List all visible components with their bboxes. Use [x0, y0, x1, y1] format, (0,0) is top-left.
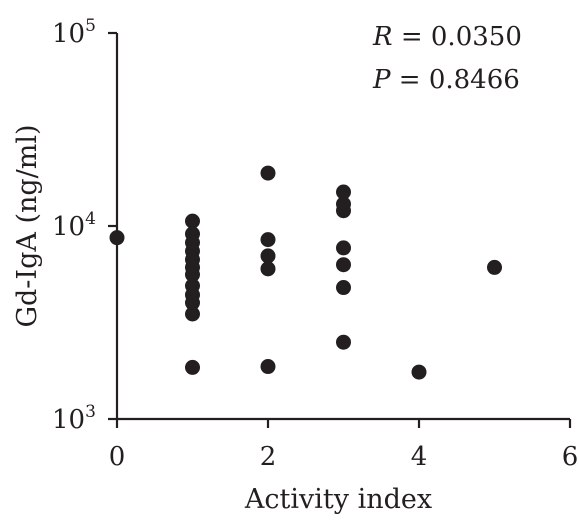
- data-point: [336, 334, 351, 350]
- data-point: [185, 295, 200, 311]
- data-point: [185, 359, 200, 375]
- data-point: [336, 203, 351, 219]
- p-value-label: P = 0.8466: [372, 65, 520, 95]
- data-point: [185, 213, 200, 229]
- data-point: [336, 257, 351, 273]
- y-tick-base: 10: [52, 212, 85, 242]
- y-tick-label: 103: [52, 402, 96, 435]
- y-tick-exponent: 3: [85, 402, 96, 422]
- x-tick-label: 4: [411, 442, 428, 472]
- x-tick-label: 6: [562, 442, 579, 472]
- x-ticks: 0 2 4 6: [109, 419, 579, 472]
- data-point: [260, 261, 276, 277]
- data-point: [487, 259, 502, 275]
- data-point: [336, 240, 351, 256]
- y-tick-base: 10: [52, 405, 85, 435]
- data-point: [336, 184, 351, 200]
- data-point: [185, 267, 200, 283]
- p-value: = 0.8466: [391, 65, 520, 95]
- data-point: [185, 306, 200, 322]
- y-tick-exponent: 4: [85, 209, 96, 229]
- correlation-r-label: R = 0.0350: [372, 22, 522, 52]
- data-point: [411, 364, 427, 380]
- p-symbol: P: [372, 65, 391, 95]
- y-tick-base: 10: [52, 19, 85, 49]
- data-point: [260, 232, 276, 248]
- x-tick-label: 0: [109, 442, 126, 472]
- y-tick-label: 105: [52, 16, 96, 49]
- data-point: [260, 165, 276, 181]
- data-point: [109, 230, 125, 246]
- r-symbol: R: [372, 22, 393, 52]
- x-axis-title: Activity index: [244, 484, 432, 515]
- data-point: [336, 280, 351, 296]
- r-value: = 0.0350: [393, 22, 522, 52]
- y-tick-exponent: 5: [85, 16, 96, 36]
- y-tick-label: 104: [52, 209, 96, 242]
- data-point: [260, 359, 276, 375]
- data-points: [109, 165, 502, 380]
- y-axis-title: Gd-IgA (ng/ml): [12, 124, 43, 327]
- data-point: [260, 248, 276, 264]
- x-tick-label: 2: [260, 442, 277, 472]
